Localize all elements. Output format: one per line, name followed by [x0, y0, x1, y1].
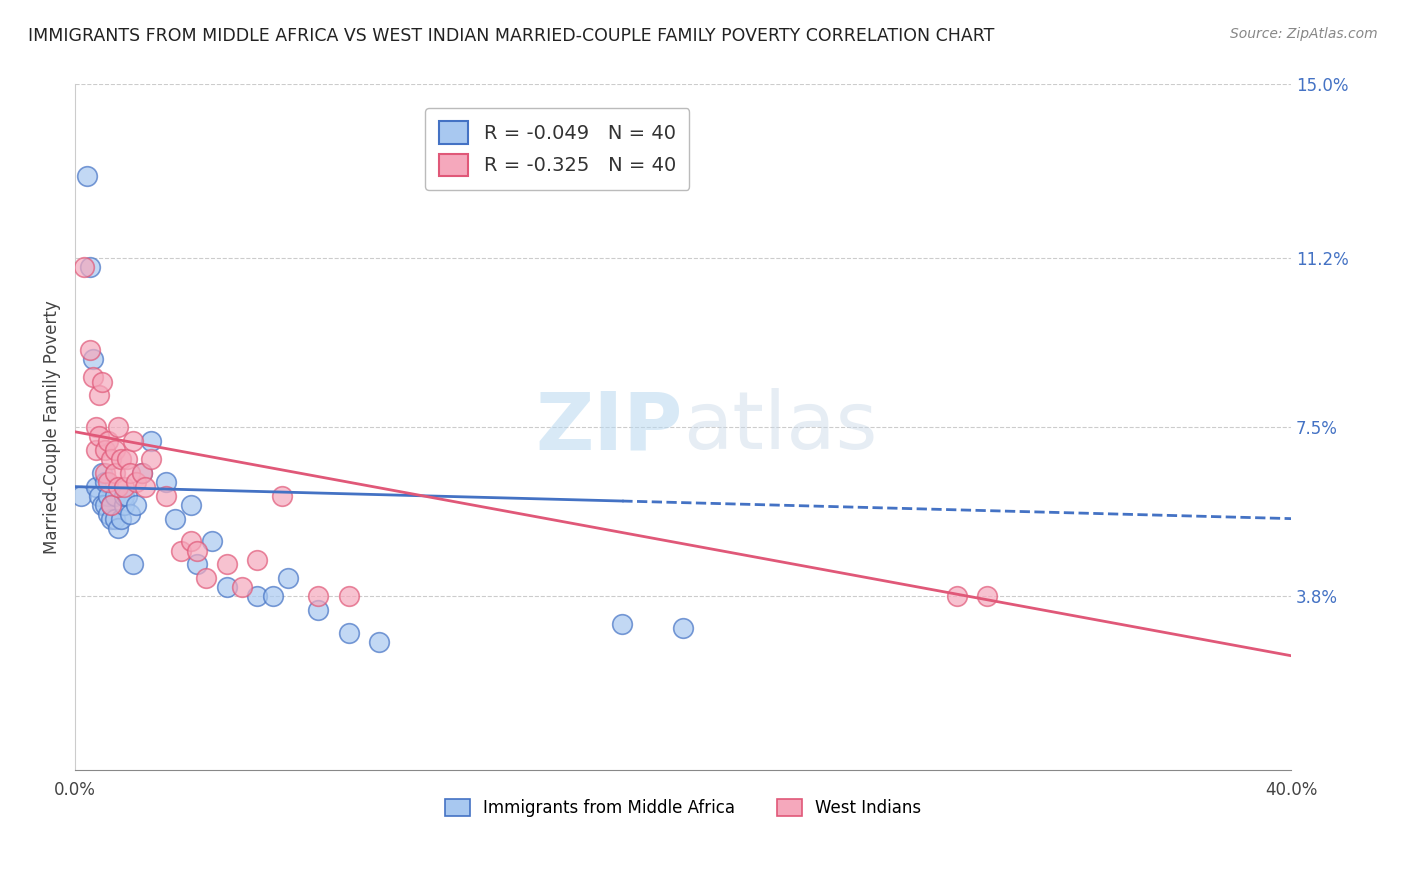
- Point: [115, 452, 138, 467]
- Text: atlas: atlas: [683, 388, 877, 467]
- Point: [89, 429, 111, 443]
- Point: [110, 511, 132, 525]
- Point: [121, 434, 143, 448]
- Point: [155, 475, 177, 489]
- Point: [337, 626, 360, 640]
- Point: [107, 420, 129, 434]
- Point: [97, 434, 120, 448]
- Point: [612, 616, 634, 631]
- Point: [112, 498, 135, 512]
- Point: [103, 489, 125, 503]
- Point: [94, 443, 117, 458]
- Point: [125, 498, 148, 512]
- Point: [89, 489, 111, 503]
- Point: [70, 489, 93, 503]
- Point: [155, 489, 177, 503]
- Point: [194, 571, 217, 585]
- Text: ZIP: ZIP: [536, 388, 683, 467]
- Text: IMMIGRANTS FROM MIDDLE AFRICA VS WEST INDIAN MARRIED-COUPLE FAMILY POVERTY CORRE: IMMIGRANTS FROM MIDDLE AFRICA VS WEST IN…: [28, 27, 994, 45]
- Point: [139, 434, 162, 448]
- Point: [368, 635, 391, 649]
- Point: [107, 521, 129, 535]
- Point: [100, 498, 122, 512]
- Point: [139, 452, 162, 467]
- Point: [307, 603, 329, 617]
- Point: [107, 480, 129, 494]
- Point: [84, 420, 107, 434]
- Point: [100, 511, 122, 525]
- Point: [115, 489, 138, 503]
- Point: [97, 507, 120, 521]
- Point: [134, 480, 156, 494]
- Point: [270, 489, 292, 503]
- Point: [94, 498, 117, 512]
- Point: [180, 498, 202, 512]
- Point: [73, 260, 96, 275]
- Point: [118, 466, 141, 480]
- Point: [82, 351, 104, 366]
- Point: [180, 534, 202, 549]
- Point: [125, 475, 148, 489]
- Point: [246, 553, 269, 567]
- Point: [215, 558, 238, 572]
- Point: [79, 343, 101, 357]
- Point: [165, 511, 187, 525]
- Point: [103, 511, 125, 525]
- Point: [307, 590, 329, 604]
- Point: [112, 489, 135, 503]
- Text: Source: ZipAtlas.com: Source: ZipAtlas.com: [1230, 27, 1378, 41]
- Point: [262, 590, 284, 604]
- Point: [337, 590, 360, 604]
- Point: [94, 466, 117, 480]
- Point: [170, 543, 193, 558]
- Point: [89, 388, 111, 402]
- Point: [976, 590, 998, 604]
- Point: [186, 558, 208, 572]
- Point: [100, 498, 122, 512]
- Point: [79, 260, 101, 275]
- Legend: Immigrants from Middle Africa, West Indians: Immigrants from Middle Africa, West Indi…: [439, 792, 928, 823]
- Point: [215, 580, 238, 594]
- Point: [277, 571, 299, 585]
- Point: [945, 590, 967, 604]
- Y-axis label: Married-Couple Family Poverty: Married-Couple Family Poverty: [44, 301, 60, 554]
- Point: [121, 558, 143, 572]
- Point: [131, 466, 153, 480]
- Point: [103, 443, 125, 458]
- Point: [103, 466, 125, 480]
- Point: [91, 498, 114, 512]
- Point: [97, 475, 120, 489]
- Point: [186, 543, 208, 558]
- Point: [84, 480, 107, 494]
- Point: [672, 621, 695, 635]
- Point: [84, 443, 107, 458]
- Point: [201, 534, 224, 549]
- Point: [100, 452, 122, 467]
- Point: [231, 580, 253, 594]
- Point: [82, 370, 104, 384]
- Point: [246, 590, 269, 604]
- Point: [91, 466, 114, 480]
- Point: [91, 375, 114, 389]
- Point: [110, 452, 132, 467]
- Point: [76, 169, 98, 183]
- Point: [97, 489, 120, 503]
- Point: [118, 507, 141, 521]
- Point: [112, 480, 135, 494]
- Point: [131, 466, 153, 480]
- Point: [94, 475, 117, 489]
